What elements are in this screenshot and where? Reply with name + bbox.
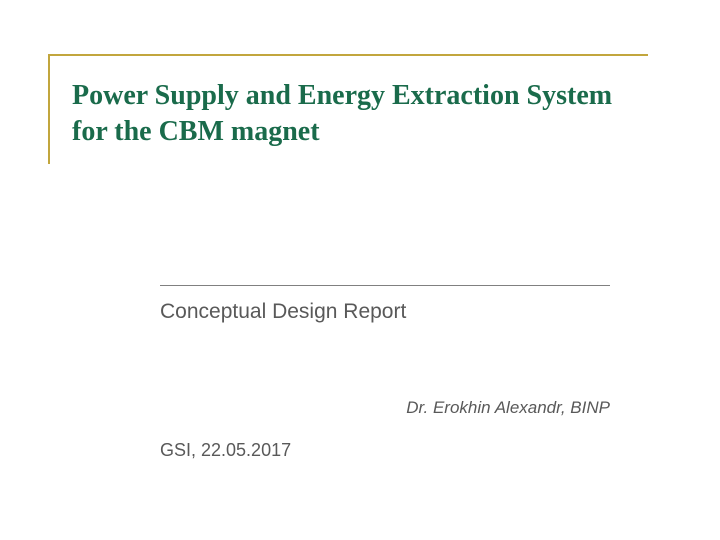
subtitle-divider (160, 285, 610, 286)
footer-location-date: GSI, 22.05.2017 (160, 440, 291, 461)
slide-title: Power Supply and Energy Extraction Syste… (72, 78, 632, 151)
slide-container: Power Supply and Energy Extraction Syste… (0, 0, 720, 540)
author-line: Dr. Erokhin Alexandr, BINP (160, 398, 610, 418)
subtitle: Conceptual Design Report (160, 300, 406, 324)
